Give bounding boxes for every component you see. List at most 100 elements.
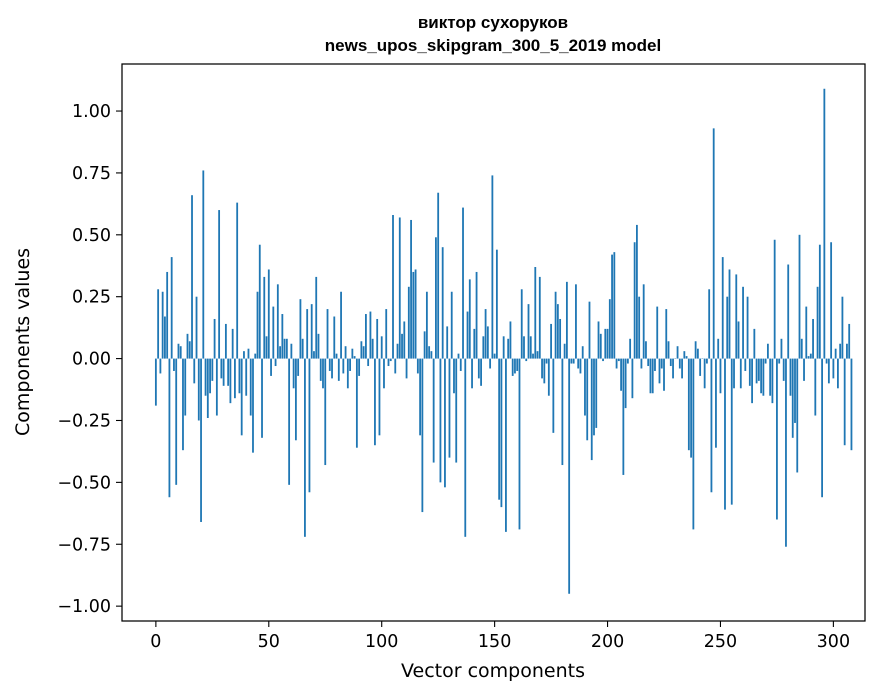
bar	[401, 333, 403, 359]
bar	[776, 358, 778, 520]
bar	[631, 358, 634, 399]
bar	[791, 358, 794, 438]
bar	[805, 306, 808, 359]
bar	[245, 358, 248, 396]
bar	[159, 358, 162, 374]
bar	[608, 299, 611, 359]
bar	[613, 252, 616, 359]
bar	[229, 358, 232, 404]
bar	[243, 351, 245, 359]
bar	[292, 358, 295, 389]
bar	[827, 358, 830, 384]
bar	[279, 346, 281, 359]
bar	[369, 311, 372, 359]
bar	[432, 358, 435, 463]
y-axis-ticks: 1.00 0.75 0.50 0.25 0.00 −0.25 −0.50 −0.75 −1.00	[57, 102, 122, 617]
bar	[227, 358, 230, 386]
bar	[579, 358, 582, 374]
bar	[771, 358, 774, 404]
x-tick-label: 200	[591, 632, 624, 652]
bar	[570, 358, 573, 364]
bar	[204, 358, 207, 396]
bar	[667, 341, 670, 359]
bar	[340, 291, 342, 359]
bar	[536, 351, 539, 359]
bar	[272, 306, 275, 359]
bar	[182, 358, 184, 451]
y-tick-label: −1.00	[57, 597, 111, 617]
bar	[473, 328, 476, 359]
bar	[453, 358, 455, 394]
y-tick-label: −0.75	[57, 535, 111, 555]
bar	[254, 353, 257, 359]
bar	[529, 336, 532, 359]
bar	[617, 358, 620, 362]
bar	[812, 318, 814, 359]
bar	[168, 358, 171, 498]
bar	[414, 269, 417, 359]
bar	[240, 358, 243, 436]
bar	[430, 351, 433, 359]
bar	[324, 358, 327, 466]
bar	[719, 358, 722, 394]
bar	[333, 316, 336, 359]
bar	[247, 348, 250, 359]
bar	[213, 318, 216, 359]
bar	[624, 358, 627, 409]
bar	[814, 358, 817, 416]
bar	[753, 328, 756, 359]
bar	[773, 239, 776, 359]
bar	[315, 276, 318, 359]
y-tick-label: 1.00	[72, 102, 111, 122]
bar	[468, 279, 471, 359]
bar	[308, 358, 311, 493]
bar	[638, 296, 641, 359]
bar	[543, 358, 546, 384]
bar	[696, 348, 699, 359]
bar	[809, 353, 812, 359]
bar	[825, 358, 828, 364]
bar	[538, 276, 541, 359]
bar	[690, 358, 693, 458]
bar	[509, 321, 512, 359]
bar	[703, 358, 706, 389]
bar	[281, 314, 284, 359]
bar	[798, 234, 801, 359]
bar	[604, 328, 607, 359]
bar	[209, 358, 211, 394]
bar	[687, 358, 690, 451]
bar	[751, 358, 753, 404]
bar	[663, 358, 665, 391]
x-tick-label: 100	[365, 632, 398, 652]
bar	[766, 343, 769, 359]
y-tick-label: 0.75	[72, 164, 111, 184]
bar	[769, 358, 772, 396]
bar	[297, 358, 300, 376]
bar	[313, 351, 315, 359]
bar	[197, 358, 200, 421]
bar	[439, 358, 442, 483]
bar	[175, 358, 178, 485]
bar	[832, 358, 835, 379]
bar	[177, 343, 180, 359]
bar	[267, 269, 270, 359]
bar	[620, 358, 622, 391]
bar	[466, 311, 469, 359]
bar	[380, 336, 383, 359]
bar	[319, 358, 322, 381]
bar	[222, 358, 225, 386]
bar	[595, 358, 598, 428]
plot-frame	[121, 63, 866, 622]
bar	[807, 356, 810, 359]
bar	[256, 291, 259, 359]
bar	[645, 341, 647, 359]
bar	[676, 346, 679, 359]
bar	[780, 338, 783, 359]
bar	[405, 358, 408, 379]
bar	[841, 296, 844, 359]
bar	[344, 346, 347, 359]
bar	[450, 291, 453, 359]
bar	[362, 346, 365, 359]
bar	[640, 358, 643, 369]
